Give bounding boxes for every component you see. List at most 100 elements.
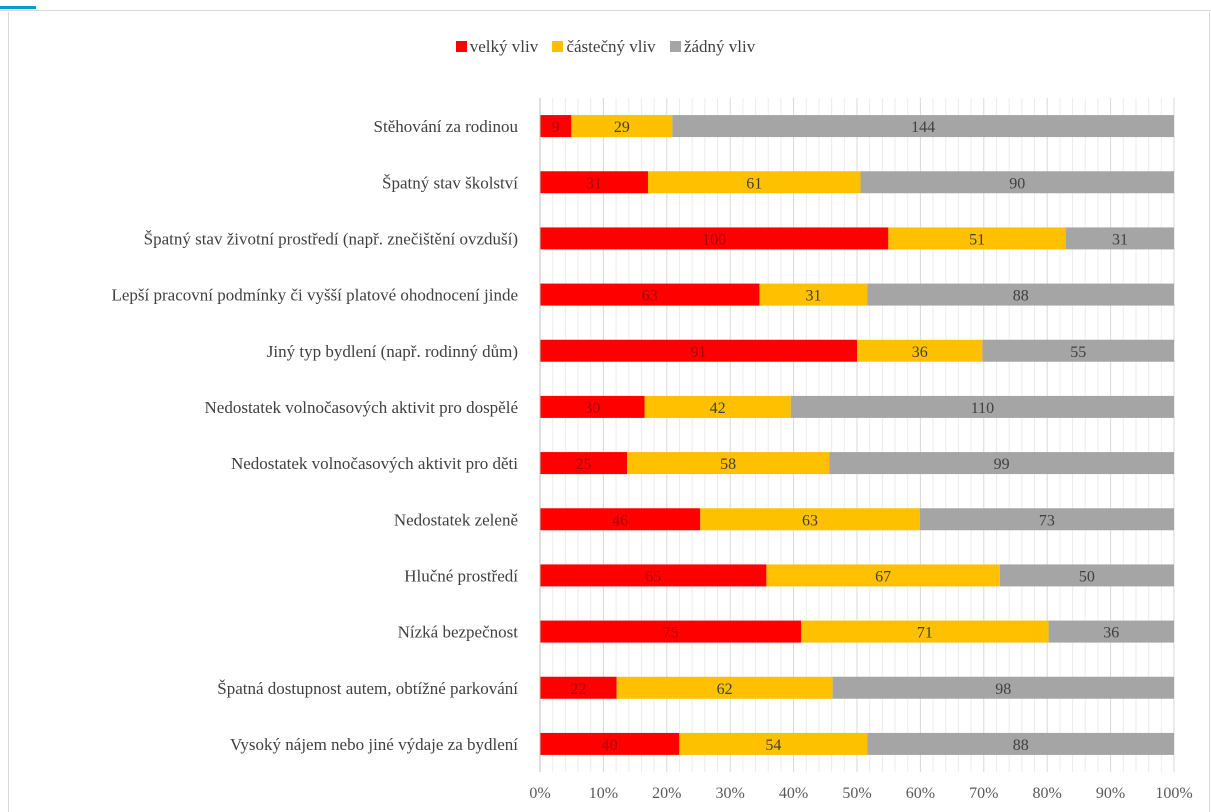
bar-segment: [888, 227, 1067, 250]
data-label: 110: [971, 400, 994, 417]
bar-segment: [672, 115, 1174, 138]
data-label: 22: [570, 681, 586, 698]
bar-segment: [540, 115, 572, 138]
category-label: Hlučné prostředí: [404, 566, 518, 585]
bar-segment: [801, 620, 1049, 643]
legend-item-velky-vliv: velký vliv: [455, 37, 539, 57]
x-tick-label: 90%: [1096, 785, 1125, 802]
legend-label-castecny-vliv: částečný vliv: [566, 37, 656, 56]
x-tick-label: 40%: [779, 785, 808, 802]
bar-segment: [540, 676, 617, 699]
data-label: 46: [612, 512, 628, 529]
category-label: Špatná dostupnost autem, obtížné parková…: [217, 679, 518, 698]
data-label: 25: [576, 456, 592, 473]
bar-segment: [1048, 620, 1174, 643]
header-divider: [0, 10, 1211, 11]
data-label: 100: [702, 231, 726, 248]
data-label: 75: [663, 625, 679, 642]
bar-segment: [540, 732, 680, 755]
data-label: 31: [805, 288, 821, 305]
data-label: 36: [1103, 625, 1119, 642]
data-label: 51: [969, 231, 985, 248]
bar-segment: [540, 564, 767, 587]
category-label: Jiný typ bydlení (např. rodinný dům): [267, 342, 518, 361]
data-label: 50: [1079, 568, 1095, 585]
data-label: 67: [875, 568, 891, 585]
bar-segment: [867, 732, 1174, 755]
bar-segment: [829, 452, 1174, 475]
data-label: 65: [645, 568, 661, 585]
data-label: 61: [746, 175, 762, 192]
legend-item-zadny-vliv: žádný vliv: [669, 37, 756, 57]
chart-legend: velký vliv částečný vliv žádný vliv: [0, 37, 1211, 57]
bar-segment: [919, 508, 1174, 531]
bar-segment: [540, 508, 701, 531]
bar-segment: [832, 676, 1174, 699]
bar-segment: [1066, 227, 1174, 250]
data-label: 9: [552, 119, 560, 136]
data-label: 144: [911, 119, 935, 136]
bar-segment: [759, 283, 868, 306]
category-label: Nedostatek volnočasových aktivit pro dět…: [231, 454, 518, 473]
legend-swatch-castecny-vliv: [552, 41, 564, 52]
data-label: 98: [995, 681, 1011, 698]
bar-segment: [867, 283, 1174, 306]
category-label: Lepší pracovní podmínky či vyšší platové…: [111, 286, 518, 305]
legend-swatch-velky-vliv: [455, 41, 467, 52]
data-label: 71: [917, 625, 933, 642]
bar-segment: [571, 115, 673, 138]
bar-segment: [999, 564, 1174, 587]
bar-segment: [700, 508, 920, 531]
bar-segment: [540, 283, 760, 306]
x-tick-label: 10%: [589, 785, 618, 802]
bar-segment: [644, 395, 791, 418]
bar-segment: [860, 171, 1174, 194]
bar-segment: [647, 171, 861, 194]
data-label: 30: [584, 400, 600, 417]
data-label: 62: [717, 681, 733, 698]
legend-label-velky-vliv: velký vliv: [469, 37, 539, 56]
data-label: 55: [1070, 344, 1086, 361]
category-label: Nedostatek volnočasových aktivit pro dos…: [205, 398, 518, 417]
data-label: 88: [1013, 288, 1029, 305]
bar-segment: [540, 620, 802, 643]
header-accent-bar: [0, 0, 36, 9]
data-label: 58: [720, 456, 736, 473]
data-label: 42: [710, 400, 726, 417]
x-tick-label: 100%: [1155, 785, 1192, 802]
category-label: Vysoký nájem nebo jiné výdaje za bydlení: [230, 735, 518, 754]
bar-segment: [616, 676, 833, 699]
data-label: 31: [586, 175, 602, 192]
category-label: Špatný stav školství: [382, 173, 518, 192]
x-tick-label: 0%: [529, 785, 550, 802]
x-tick-label: 80%: [1033, 785, 1062, 802]
category-label: Nízká bezpečnost: [398, 623, 519, 642]
category-label: Stěhování za rodinou: [374, 117, 519, 136]
data-label: 90: [1009, 175, 1025, 192]
bar-segment: [766, 564, 1000, 587]
bar-segment: [982, 339, 1174, 362]
data-label: 63: [802, 512, 818, 529]
x-tick-label: 60%: [906, 785, 935, 802]
data-label: 36: [912, 344, 928, 361]
legend-label-zadny-vliv: žádný vliv: [683, 37, 756, 56]
category-label: Nedostatek zeleně: [394, 510, 518, 529]
legend-swatch-zadny-vliv: [669, 41, 681, 52]
data-label: 40: [602, 737, 618, 754]
chart-frame: [8, 12, 1210, 812]
data-label: 73: [1039, 512, 1055, 529]
x-tick-label: 30%: [716, 785, 745, 802]
data-label: 88: [1013, 737, 1029, 754]
bar-segment: [679, 732, 868, 755]
category-label: Špatný stav životní prostředí (např. zne…: [144, 229, 518, 248]
legend-item-castecny-vliv: částečný vliv: [552, 37, 656, 57]
bar-segment: [627, 452, 830, 475]
data-label: 91: [691, 344, 707, 361]
x-tick-label: 20%: [652, 785, 681, 802]
data-label: 54: [765, 737, 781, 754]
data-label: 63: [642, 288, 658, 305]
data-label: 31: [1112, 231, 1128, 248]
x-tick-label: 50%: [842, 785, 871, 802]
bar-segment: [540, 171, 648, 194]
